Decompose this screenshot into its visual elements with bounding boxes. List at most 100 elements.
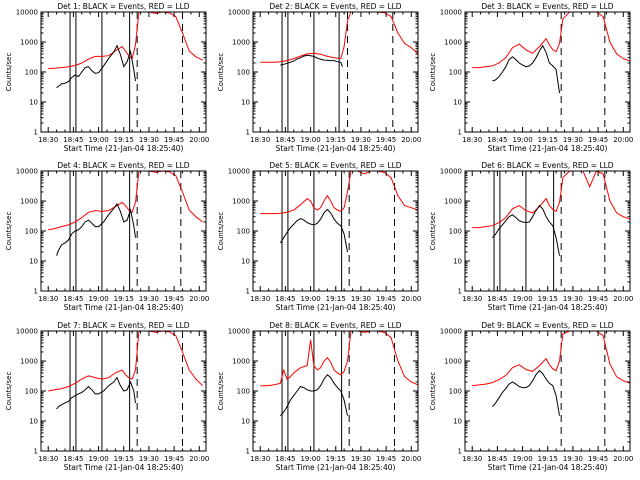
y-tick-label: 10000 [440,328,462,336]
y-tick-label: 10 [241,99,250,107]
x-tick-label: 19:30 [139,295,159,303]
x-tick-label: 18:30 [250,455,270,463]
x-tick-label: 19:30 [563,136,583,144]
y-tick-label: 100 [449,69,462,77]
y-tick-label: 1 [458,288,462,296]
x-tick-label: 18:45 [487,295,507,303]
x-axis-label: Start Time (21-Jan-04 18:25:40) [276,144,396,153]
y-tick-label: 100 [449,388,462,396]
y-tick-label: 1 [458,448,462,456]
x-axis-label: Start Time (21-Jan-04 18:25:40) [64,463,184,472]
y-tick-label: 1000 [232,39,250,47]
x-tick-label: 18:30 [462,295,482,303]
y-tick-label: 10 [29,258,38,266]
y-tick-label: 1 [458,129,462,137]
y-axis-label: Counts/sec [429,372,437,411]
y-tick-label: 100 [237,69,250,77]
y-tick-label: 1000 [20,198,38,206]
y-tick-label: 1000 [20,358,38,366]
x-tick-label: 18:45 [63,295,83,303]
y-tick-label: 10 [453,258,462,266]
events-series-line [280,54,343,67]
x-tick-label: 18:45 [63,455,83,463]
y-tick-label: 10000 [440,168,462,176]
events-series-line [492,369,560,416]
y-tick-label: 1 [34,129,38,137]
y-tick-label: 10000 [228,168,250,176]
y-tick-label: 10 [241,258,250,266]
events-series-line [56,202,136,256]
x-axis-label: Start Time (21-Jan-04 18:25:40) [276,303,396,312]
x-tick-label: 18:45 [487,455,507,463]
x-tick-label: 18:30 [462,455,482,463]
y-axis-label: Counts/sec [5,212,13,251]
lld-series-line [472,171,630,229]
x-tick-label: 18:30 [38,295,58,303]
x-tick-label: 18:30 [38,136,58,144]
detector-panel-4: 1 10 100 1000 10000 18:30 18:45 19:00 19:15 19:30… [5,161,209,312]
x-tick-label: 19:15 [114,295,134,303]
detector-panel-8: 1 10 100 1000 10000 18:30 18:45 19:00 19:15 19:30… [217,321,421,472]
x-tick-label: 19:30 [351,136,371,144]
y-axis-label: Counts/sec [429,53,437,92]
y-tick-label: 100 [449,228,462,236]
events-series-line [56,376,136,410]
x-tick-label: 18:45 [63,136,83,144]
x-tick-label: 19:00 [512,455,532,463]
detector-panel-5: 1 10 100 1000 10000 18:30 18:45 19:00 19:15 19:30… [217,161,421,312]
lld-series-line [472,331,630,387]
y-axis-label: Counts/sec [5,53,13,92]
x-tick-label: 19:15 [538,136,558,144]
x-tick-label: 19:00 [300,455,320,463]
y-tick-label: 1 [246,448,250,456]
x-axis-label: Start Time (21-Jan-04 18:25:40) [488,144,608,153]
x-tick-label: 19:15 [114,455,134,463]
y-axis-label: Counts/sec [217,372,225,411]
y-tick-label: 10000 [440,9,462,17]
y-tick-label: 1 [246,129,250,137]
x-tick-label: 18:45 [275,136,295,144]
lld-series-line [48,331,203,392]
y-tick-label: 100 [25,69,38,77]
panel-title: Det 6: BLACK = Events, RED = LLD [481,161,613,170]
detector-panel-1: 1 10 100 1000 10000 18:30 18:45 19:00 19:15 19:30… [5,2,209,153]
x-tick-label: 18:45 [275,295,295,303]
x-tick-label: 18:30 [250,136,270,144]
panel-title: Det 8: BLACK = Events, RED = LLD [269,321,401,330]
x-tick-label: 19:00 [88,136,108,144]
lld-series-line [260,171,418,215]
panel-title: Det 2: BLACK = Events, RED = LLD [269,2,401,11]
x-tick-label: 20:00 [189,455,209,463]
x-tick-label: 19:15 [326,136,346,144]
x-tick-label: 20:00 [401,136,421,144]
y-tick-label: 100 [237,228,250,236]
y-axis-label: Counts/sec [217,53,225,92]
x-tick-label: 19:45 [588,295,608,303]
y-tick-label: 100 [237,388,250,396]
x-tick-label: 19:30 [563,295,583,303]
y-tick-label: 10000 [228,9,250,17]
panel-title: Det 3: BLACK = Events, RED = LLD [481,2,613,11]
x-tick-label: 20:00 [613,136,633,144]
x-tick-label: 19:45 [588,455,608,463]
x-tick-label: 19:00 [88,455,108,463]
events-series-line [56,44,136,89]
x-tick-label: 20:00 [189,136,209,144]
y-axis-label: Counts/sec [5,372,13,411]
x-tick-label: 19:45 [164,136,184,144]
y-tick-label: 1000 [444,358,462,366]
y-tick-label: 10 [29,418,38,426]
x-tick-label: 19:15 [114,136,134,144]
x-axis-label: Start Time (21-Jan-04 18:25:40) [64,303,184,312]
events-series-line [492,44,560,94]
x-tick-label: 19:45 [588,136,608,144]
x-tick-label: 18:30 [462,136,482,144]
events-series-line [492,204,560,256]
x-axis-label: Start Time (21-Jan-04 18:25:40) [64,144,184,153]
x-tick-label: 18:45 [275,455,295,463]
detector-panel-7: 1 10 100 1000 10000 18:30 18:45 19:00 19:15 19:30… [5,321,209,472]
x-axis-label: Start Time (21-Jan-04 18:25:40) [488,303,608,312]
y-axis-label: Counts/sec [217,212,225,251]
x-tick-label: 19:15 [326,295,346,303]
y-tick-label: 1 [246,288,250,296]
